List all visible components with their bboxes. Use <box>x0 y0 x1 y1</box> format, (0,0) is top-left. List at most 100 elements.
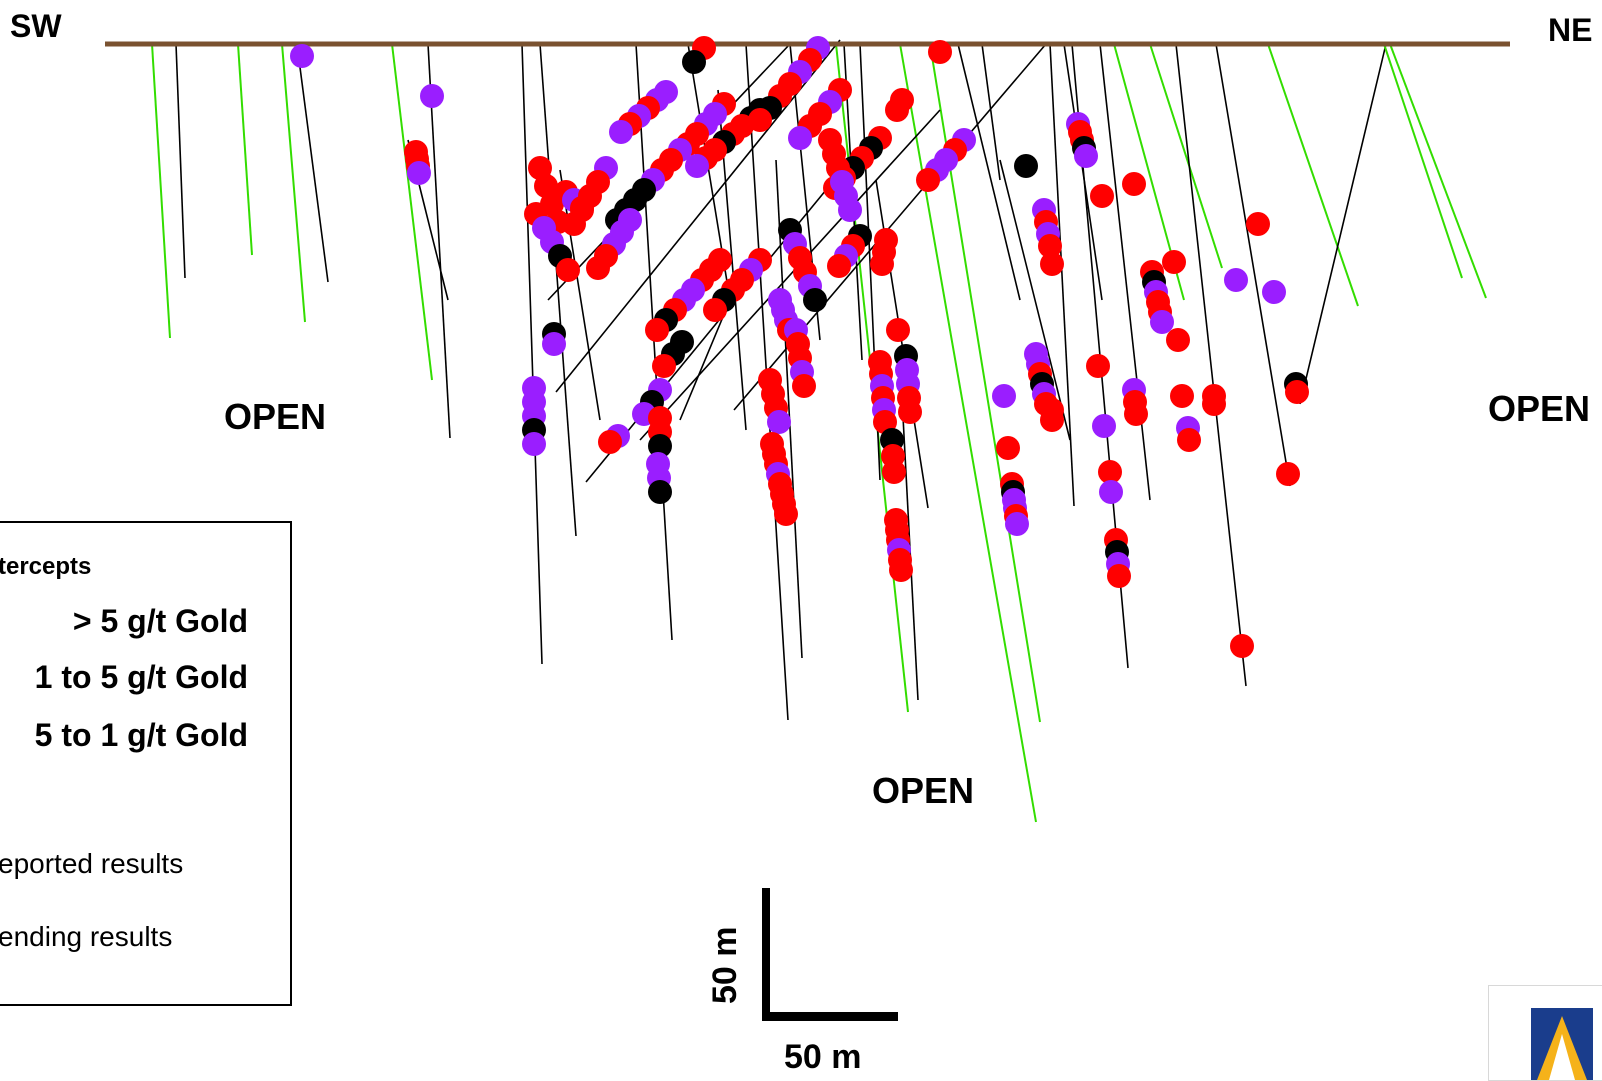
reported-drill-trace <box>175 43 186 279</box>
gold-intercept-marker <box>522 432 546 456</box>
gold-intercept-marker <box>562 212 586 236</box>
gold-intercept-marker <box>889 558 913 582</box>
gold-intercept-marker <box>1040 252 1064 276</box>
reported-drill-trace <box>297 51 329 283</box>
gold-intercept-marker <box>788 126 812 150</box>
gold-intercept-marker <box>898 400 922 424</box>
legend-pending-results: ending results <box>0 921 173 952</box>
gold-intercept-marker <box>1122 172 1146 196</box>
legend-row-1to5: 1 to 5 g/t Gold <box>34 659 248 695</box>
gold-intercept-marker <box>1014 154 1038 178</box>
gold-intercept-marker <box>1230 634 1254 658</box>
gold-intercept-marker <box>703 298 727 322</box>
reported-drill-trace <box>635 43 673 641</box>
gold-intercept-marker <box>556 258 580 282</box>
gold-intercept-marker <box>827 254 851 278</box>
pending-drill-trace <box>151 43 171 339</box>
open-label-right: OPEN <box>1488 388 1591 429</box>
pending-drill-trace <box>1383 43 1463 279</box>
reported-drill-trace <box>427 43 451 439</box>
gold-intercept-marker <box>1040 408 1064 432</box>
gold-intercept-marker <box>542 332 566 356</box>
gold-intercept-marker <box>916 168 940 192</box>
scale-bar-vertical <box>762 888 770 1020</box>
reported-drill-trace <box>1215 43 1291 487</box>
gold-intercept-marker <box>1177 428 1201 452</box>
gold-intercept-marker <box>652 354 676 378</box>
scale-bar-horizontal <box>762 1012 898 1021</box>
gold-intercept-marker <box>1262 280 1286 304</box>
gold-intercept-marker <box>996 436 1020 460</box>
gold-intercept-marker <box>1170 384 1194 408</box>
gold-intercept-marker <box>873 410 897 434</box>
gold-intercept-marker <box>648 480 672 504</box>
gold-intercept-marker <box>586 256 610 280</box>
gold-intercept-marker <box>420 84 444 108</box>
pending-drill-trace <box>1389 43 1487 299</box>
reported-drill-trace <box>775 159 803 659</box>
logo-mark-icon <box>1531 1008 1593 1080</box>
gold-intercept-marker <box>598 430 622 454</box>
gold-intercept-marker <box>1074 144 1098 168</box>
scale-label-vertical: 50 m <box>706 926 744 1005</box>
gold-intercept-marker <box>928 40 952 64</box>
gold-intercept-marker <box>1099 480 1123 504</box>
gold-intercept-marker <box>1038 234 1062 258</box>
pending-drill-trace <box>1267 43 1359 307</box>
gold-intercept-marker <box>609 120 633 144</box>
gold-intercept-marker <box>1166 328 1190 352</box>
gold-intercept-marker <box>774 502 798 526</box>
legend-title: tercepts <box>0 553 92 580</box>
pending-drill-trace <box>237 43 253 256</box>
gold-intercept-marker <box>886 318 910 342</box>
gold-intercept-marker <box>1090 184 1114 208</box>
pending-drill-trace <box>391 43 433 381</box>
gold-intercept-marker <box>882 460 906 484</box>
gold-intercept-marker <box>1162 250 1186 274</box>
gold-intercept-marker <box>1124 402 1148 426</box>
gold-intercept-marker <box>1005 512 1029 536</box>
gold-intercept-marker <box>1098 460 1122 484</box>
reported-drill-trace <box>999 159 1071 441</box>
gold-intercept-marker <box>682 50 706 74</box>
gold-intercept-marker <box>992 384 1016 408</box>
gold-intercept-marker <box>290 44 314 68</box>
gold-intercept-marker <box>838 198 862 222</box>
reported-drill-trace <box>559 169 601 421</box>
reported-drill-trace <box>1299 43 1387 405</box>
open-label-left: OPEN <box>224 396 327 437</box>
pending-drill-trace <box>281 43 306 323</box>
reported-drill-trace <box>1049 43 1075 507</box>
gold-intercept-marker <box>1107 564 1131 588</box>
gold-intercept-marker <box>748 108 772 132</box>
reported-drill-trace <box>555 39 841 393</box>
gold-intercept-marker <box>645 318 669 342</box>
reported-drill-trace <box>981 43 1001 181</box>
gold-intercept-marker <box>885 98 909 122</box>
gold-intercept-marker <box>870 252 894 276</box>
gold-intercept-marker <box>648 434 672 458</box>
scale-label-horizontal: 50 m <box>784 1038 862 1076</box>
legend-row-gt5: > 5 g/t Gold <box>72 603 248 639</box>
gold-intercept-marker <box>407 161 431 185</box>
ne-direction-label: NE <box>1548 12 1593 48</box>
company-logo <box>1488 985 1602 1081</box>
gold-intercept-marker <box>767 410 791 434</box>
gold-intercept-marker <box>792 374 816 398</box>
legend-row-0-5to1: 5 to 1 g/t Gold <box>34 717 248 753</box>
reported-drill-trace <box>639 109 941 441</box>
gold-intercept-marker <box>803 288 827 312</box>
reported-drill-trace <box>1175 43 1247 687</box>
legend-box: tercepts > 5 g/t Gold 1 to 5 g/t Gold 5 … <box>0 521 292 1006</box>
gold-intercept-marker <box>1276 462 1300 486</box>
gold-intercept-marker <box>1202 392 1226 416</box>
open-label-bottom: OPEN <box>872 770 975 811</box>
gold-intercept-marker <box>1150 310 1174 334</box>
reported-drill-trace <box>957 43 1021 301</box>
gold-intercept-marker <box>1246 212 1270 236</box>
gold-intercept-marker <box>1086 354 1110 378</box>
reported-drill-trace <box>733 43 1047 411</box>
sw-direction-label: SW <box>10 8 62 44</box>
gold-intercept-marker <box>1285 380 1309 404</box>
legend-reported-results: eported results <box>0 848 184 879</box>
